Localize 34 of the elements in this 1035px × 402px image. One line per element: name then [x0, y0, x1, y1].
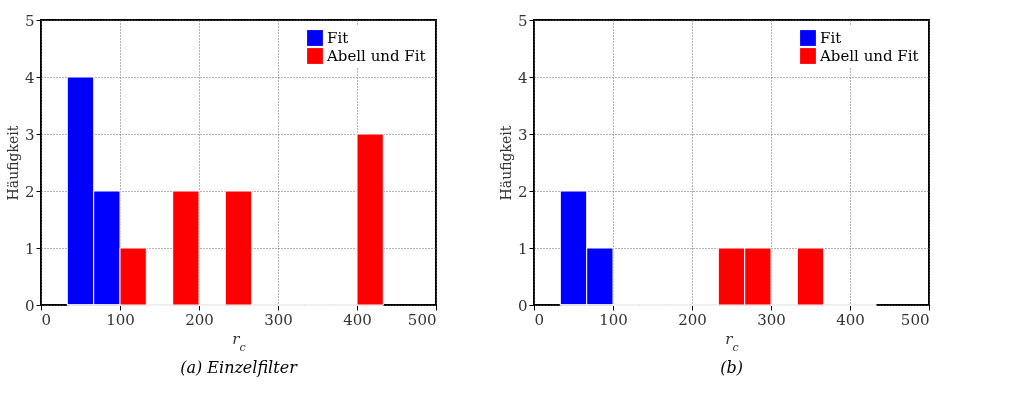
x-tick-label: 100: [599, 310, 628, 329]
text: (a) Einzelfilter: [180, 358, 299, 377]
x-tick-label: 500: [407, 310, 437, 329]
legend-label: Fit: [327, 29, 349, 47]
x-tick-label: 300: [757, 310, 786, 329]
legend-label: Abell und Fit: [326, 47, 426, 65]
x-axis-title: r$_{c}$: [232, 329, 246, 353]
x-tick-label: 200: [185, 310, 214, 329]
x-tick-label: 0: [41, 310, 52, 329]
x-tick-label: 100: [106, 310, 135, 329]
y-tick-label: 5: [24, 11, 35, 30]
x-tick-label: 500: [900, 310, 930, 329]
x-tick-label: 200: [678, 310, 707, 329]
y-tick-label: 4: [24, 68, 35, 87]
y-tick-label: 4: [517, 68, 528, 87]
x-tick-label: 300: [264, 310, 293, 329]
text: (b): [720, 358, 743, 377]
y-tick-label: 3: [24, 125, 35, 144]
legend-label: Fit: [820, 29, 842, 47]
y-tick-label: 2: [24, 182, 35, 201]
x-tick-label: 400: [343, 310, 372, 329]
y-tick-label: 3: [517, 125, 528, 144]
y-tick-label: 1: [24, 239, 35, 258]
x-tick-label: 0: [534, 310, 545, 329]
y-axis-title: Häufigkeit: [497, 125, 514, 201]
y-tick-label: 0: [517, 296, 528, 315]
y-tick-label: 2: [517, 182, 528, 201]
y-tick-label: 5: [517, 11, 528, 30]
x-axis-title: r$_{c}$: [725, 329, 739, 353]
y-tick-label: 0: [24, 296, 35, 315]
y-axis-title: Häufigkeit: [4, 125, 21, 201]
y-tick-label: 1: [517, 239, 528, 258]
x-tick-label: 400: [836, 310, 865, 329]
legend-label: Abell und Fit: [819, 47, 919, 65]
